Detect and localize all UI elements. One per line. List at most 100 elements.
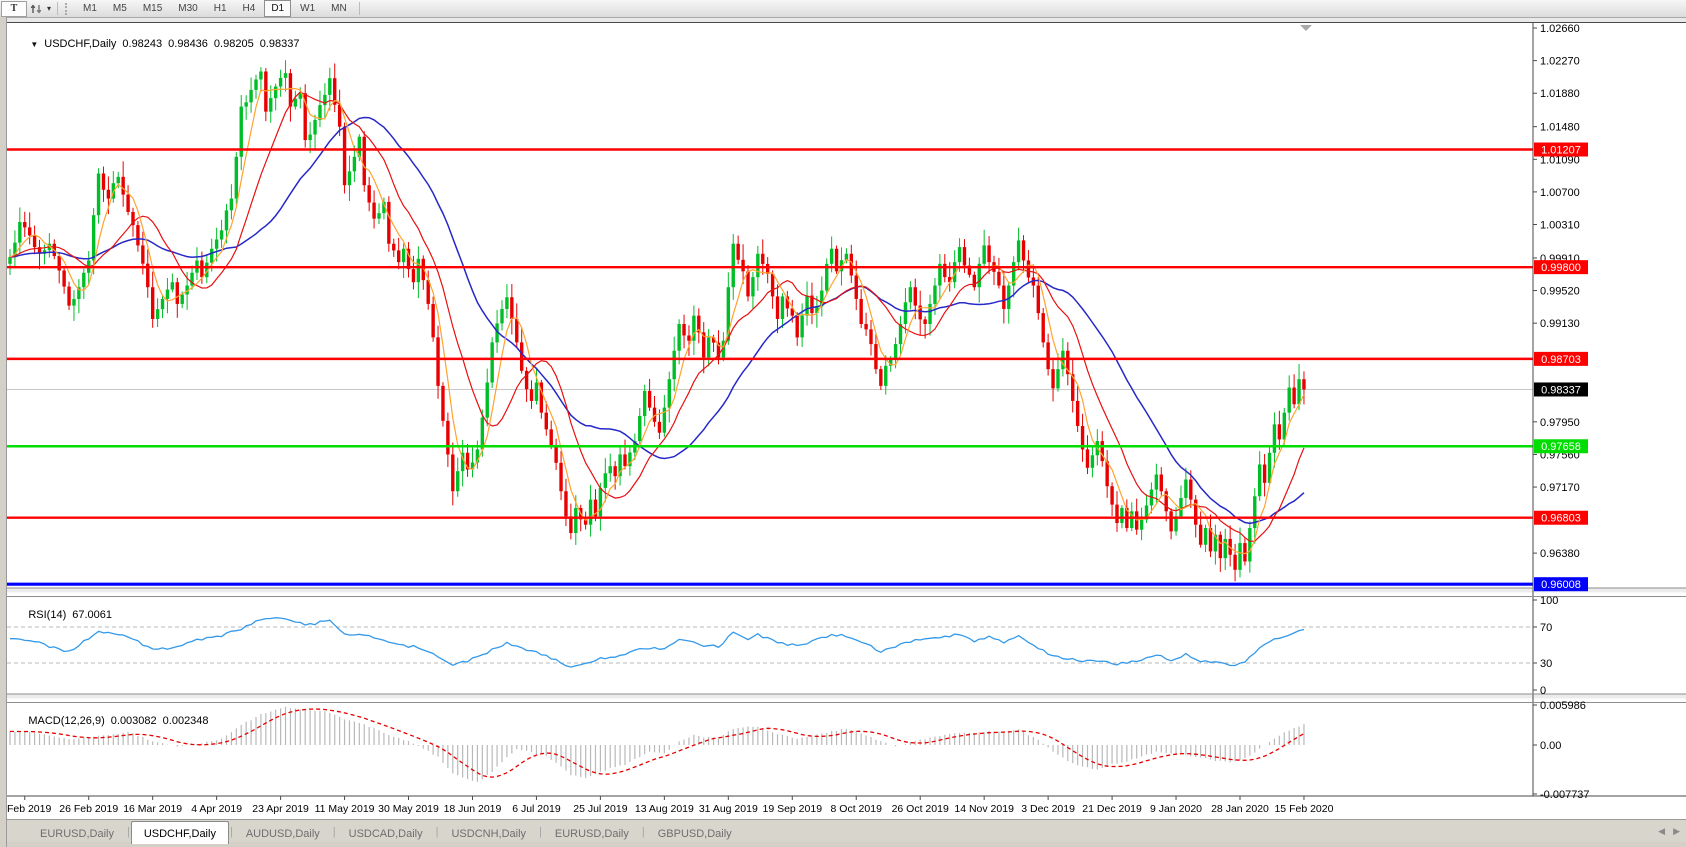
toolbar-separator (57, 2, 59, 15)
price-badge: 0.98337 (1534, 382, 1588, 397)
dropdown-caret-icon: ▾ (47, 4, 52, 13)
macd-name: MACD(12,26,9) (28, 715, 105, 727)
timeframe-button-d1[interactable]: D1 (264, 0, 292, 17)
svg-text:0.97658: 0.97658 (1541, 441, 1581, 453)
tab-separator: | (332, 826, 336, 838)
ohlc-open: 0.98243 (122, 38, 163, 50)
tabs-holder: EURUSD,Daily | USDCHF,Daily | AUDUSD,Daily | U… (28, 821, 744, 844)
chart-title: ▼ USDCHF,Daily 0.98243 0.98436 0.98205 0.9833… (12, 26, 305, 62)
date-axis: 7 Feb 2019 26 Feb 2019 16 Mar 2019 4 Apr 20… (0, 796, 1334, 815)
chart-window: 1.02660 1.02270 1.01880 1.01480 1.01090 1.007… (0, 22, 1686, 818)
toolbar-grip[interactable] (65, 2, 70, 15)
svg-text:11 May 2019: 11 May 2019 (315, 803, 375, 815)
timeframe-button-h1[interactable]: H1 (213, 3, 227, 14)
svg-text:0.97950: 0.97950 (1540, 417, 1580, 429)
svg-text:0.98703: 0.98703 (1541, 354, 1581, 366)
svg-text:28 Jan 2020: 28 Jan 2020 (1211, 803, 1269, 815)
svg-text:6 Jul 2019: 6 Jul 2019 (512, 803, 561, 815)
svg-text:1.01207: 1.01207 (1541, 145, 1581, 157)
svg-text:30: 30 (1540, 658, 1552, 670)
bottom-edge-strip (0, 842, 1686, 847)
svg-text:25 Jul 2019: 25 Jul 2019 (573, 803, 627, 815)
svg-text:31 Aug 2019: 31 Aug 2019 (699, 803, 758, 815)
macd-signal-line (9, 708, 1305, 778)
toolbar-gap (0, 18, 1686, 22)
ma-fast-line (9, 87, 1305, 555)
svg-text:16 Mar 2019: 16 Mar 2019 (123, 803, 182, 815)
ma-mid-line (9, 91, 1305, 542)
svg-text:70: 70 (1540, 622, 1552, 634)
svg-text:0.96008: 0.96008 (1541, 579, 1581, 591)
chart-tab-0[interactable]: EURUSD,Daily (40, 827, 114, 840)
rsi-indicator-label: RSI(14) 67.0061 (10, 597, 118, 633)
timeframe-button-m30[interactable]: M30 (178, 3, 198, 14)
svg-text:1.02270: 1.02270 (1540, 56, 1580, 68)
price-badge: 0.99800 (1534, 260, 1588, 275)
svg-text:1.01090: 1.01090 (1540, 154, 1580, 166)
symbol-caret-icon: ▼ (30, 40, 39, 49)
svg-text:0.99130: 0.99130 (1540, 318, 1580, 330)
tab-separator: | (229, 826, 233, 838)
svg-text:1.00700: 1.00700 (1540, 187, 1580, 199)
chart-tab-3[interactable]: USDCAD,Daily (348, 827, 423, 840)
macd-histogram (9, 706, 1305, 782)
timeframe-button-m15[interactable]: M15 (142, 3, 163, 14)
chart-shift-marker-icon (1299, 25, 1312, 31)
svg-text:9 Jan 2020: 9 Jan 2020 (1150, 803, 1202, 815)
timeframe-button-mn[interactable]: MN (331, 3, 347, 14)
chart-tab-2[interactable]: AUDUSD,Daily (245, 827, 320, 840)
svg-text:0.96803: 0.96803 (1541, 513, 1581, 525)
chart-tab-6[interactable]: GBPUSD,Daily (657, 827, 732, 840)
text-tool-button[interactable]: T (1, 0, 27, 17)
tab-separator: | (539, 826, 542, 838)
svg-text:0.98337: 0.98337 (1541, 384, 1581, 396)
ma-slow-line (9, 116, 1305, 525)
svg-text:1.01880: 1.01880 (1540, 88, 1580, 100)
svg-text:0.99800: 0.99800 (1541, 262, 1581, 274)
svg-text:0.99520: 0.99520 (1540, 286, 1580, 298)
svg-text:0.96380: 0.96380 (1540, 548, 1580, 560)
chart-symbol-period: USDCHF,Daily (44, 38, 117, 50)
svg-text:3 Dec 2019: 3 Dec 2019 (1021, 803, 1075, 815)
toolbar: T ▾ M1 M5 M15 M30 H1 H4 D1 W1 MN (0, 0, 1686, 18)
timeframe-button-m5[interactable]: M5 (112, 3, 127, 14)
chart-tab-1[interactable]: USDCHF,Daily (130, 821, 229, 844)
tab-separator: | (126, 826, 130, 838)
ohlc-low: 0.98205 (213, 38, 254, 50)
svg-text:1.02660: 1.02660 (1540, 23, 1580, 35)
chart-tab-5[interactable]: EURUSD,Daily (554, 827, 629, 840)
tab-separator: | (641, 826, 645, 838)
svg-text:19 Sep 2019: 19 Sep 2019 (762, 803, 822, 815)
timeframe-button-w1[interactable]: W1 (300, 3, 316, 14)
svg-text:30 May 2019: 30 May 2019 (378, 803, 439, 815)
timeframe-button-m1[interactable]: M1 (83, 3, 97, 14)
candles (8, 60, 1306, 582)
style-arrows-icon (30, 3, 42, 14)
ohlc-high: 0.98436 (168, 38, 208, 50)
rsi-name: RSI(14) (28, 609, 67, 621)
tab-bar: EURUSD,Daily | USDCHF,Daily | AUDUSD,Daily | U… (0, 819, 1686, 844)
timeframe-button-h4[interactable]: H4 (242, 3, 256, 14)
tab-scrollers: ◀ ▶ (1658, 826, 1680, 837)
left-edge-strip (0, 17, 7, 847)
svg-text:8 Oct 2019: 8 Oct 2019 (831, 803, 883, 815)
svg-text:23 Apr 2019: 23 Apr 2019 (252, 803, 309, 815)
svg-text:7 Feb 2019: 7 Feb 2019 (0, 803, 51, 815)
timeframe-group: M1 M5 M15 M30 H1 H4 D1 W1 MN (75, 0, 355, 17)
price-badge: 0.96008 (1534, 577, 1588, 592)
tab-scroll-right-button[interactable]: ▶ (1673, 826, 1680, 836)
style-tool-button[interactable]: ▾ (30, 3, 51, 15)
svg-text:0: 0 (1540, 685, 1546, 697)
svg-text:15 Feb 2020: 15 Feb 2020 (1274, 803, 1333, 815)
svg-text:0.97170: 0.97170 (1540, 482, 1580, 494)
tab-scroll-left-button[interactable]: ◀ (1658, 826, 1666, 836)
svg-text:-0.007737: -0.007737 (1540, 789, 1590, 801)
svg-text:26 Feb 2019: 26 Feb 2019 (59, 803, 118, 815)
macd-signal: 0.002348 (162, 715, 209, 727)
svg-text:21 Dec 2019: 21 Dec 2019 (1082, 803, 1142, 815)
macd-indicator-label: MACD(12,26,9) 0.003082 0.002348 (10, 703, 215, 739)
price-badge: 0.98703 (1534, 351, 1588, 366)
chart-canvas[interactable]: 1.02660 1.02270 1.01880 1.01480 1.01090 1.007… (0, 22, 1686, 818)
chart-tab-4[interactable]: USDCNH,Daily (451, 827, 527, 840)
